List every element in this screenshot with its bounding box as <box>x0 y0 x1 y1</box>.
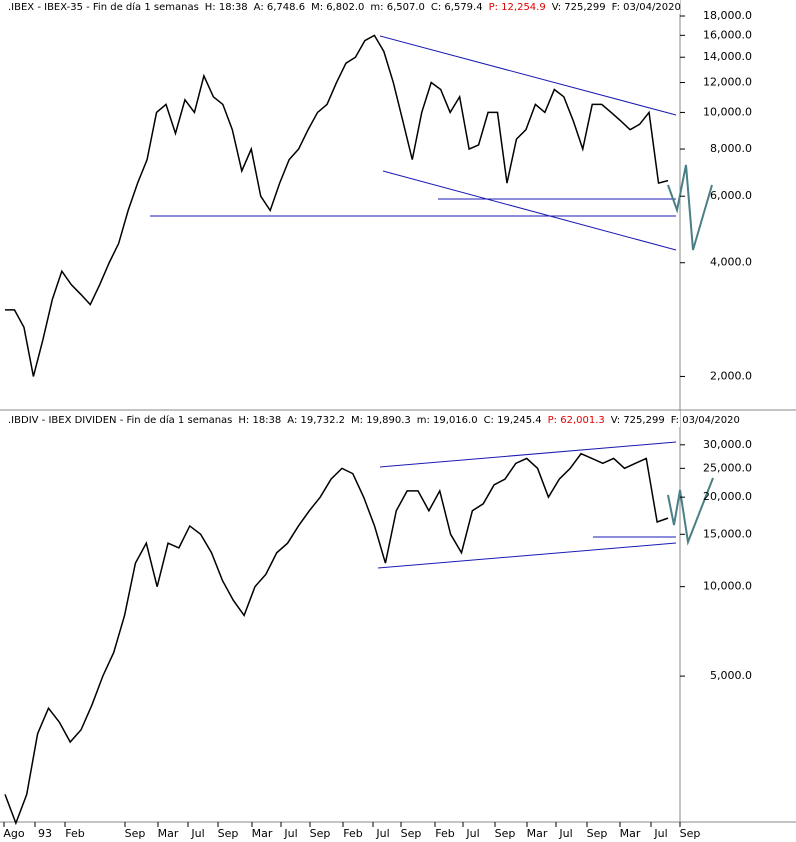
x-tick-label: Sep <box>310 827 331 840</box>
header-item: .IBDIV - IBEX DIVIDEN - Fin de día 1 sem… <box>8 414 232 426</box>
header-item: F: 03/04/2020 <box>612 2 681 13</box>
x-tick-label: Jul <box>190 827 204 840</box>
x-tick-label: Jul <box>375 827 389 840</box>
x-tick-label: Sep <box>401 827 422 840</box>
x-tick-label: 93 <box>38 827 52 840</box>
y-tick-label: 5,000.0 <box>710 669 752 682</box>
x-tick-label: Jul <box>283 827 297 840</box>
trend-line <box>379 35 677 116</box>
y-tick-label: 25,000.0 <box>703 461 752 474</box>
trend-line <box>382 170 677 251</box>
header-item: P: 12,254.9 <box>489 2 546 13</box>
y-tick-label: 8,000.0 <box>710 142 752 155</box>
header-item: C: 19,245.4 <box>484 415 542 426</box>
header-item: P: 62,001.3 <box>548 415 605 426</box>
x-tick-label: Jul <box>653 827 667 840</box>
header-item: H: 18:38 <box>205 2 248 13</box>
x-tick-label: Mar <box>252 827 273 840</box>
x-tick-label: Sep <box>495 827 516 840</box>
header-item: M: 6,802.0 <box>311 2 364 13</box>
x-tick-label: Mar <box>620 827 641 840</box>
y-tick-label: 4,000.0 <box>710 256 752 269</box>
header-item: m: 6,507.0 <box>370 2 424 13</box>
y-tick-label: 20,000.0 <box>703 490 752 503</box>
header-item: A: 6,748.6 <box>254 2 305 13</box>
header-item: F: 03/04/2020 <box>671 415 740 426</box>
y-tick-label: 6,000.0 <box>710 189 752 202</box>
x-tick-label: Sep <box>587 827 608 840</box>
x-tick-label: Mar <box>527 827 548 840</box>
header-item: m: 19,016.0 <box>417 415 478 426</box>
y-tick-label: 15,000.0 <box>703 527 752 540</box>
y-tick-label: 30,000.0 <box>703 438 752 451</box>
y-tick-label: 10,000.0 <box>703 105 752 118</box>
header-item: V: 725,299 <box>611 415 665 426</box>
x-tick-label: Jul <box>558 827 572 840</box>
header-item: H: 18:38 <box>238 415 281 426</box>
header-bg <box>0 0 680 14</box>
x-tick-label: Mar <box>158 827 179 840</box>
header-bg <box>0 411 680 427</box>
header-item: A: 19,732.2 <box>287 415 345 426</box>
header-item: C: 6,579.4 <box>431 2 483 13</box>
projection-arrows <box>667 164 714 546</box>
header: .IBDIV - IBEX DIVIDEN - Fin de día 1 sem… <box>8 414 740 426</box>
header-item: .IBEX - IBEX-35 - Fin de día 1 semanas <box>8 1 199 13</box>
x-tick-label: Sep <box>680 827 701 840</box>
x-tick-label: Sep <box>125 827 146 840</box>
x-tick-label: Ago <box>3 827 25 840</box>
trend-line <box>379 441 677 468</box>
x-tick-label: Sep <box>218 827 239 840</box>
y-tick-label: 14,000.0 <box>703 50 752 63</box>
price-line <box>4 452 669 826</box>
projection <box>667 164 713 251</box>
header: .IBEX - IBEX-35 - Fin de día 1 semanas H:… <box>8 1 681 13</box>
projection <box>667 477 714 546</box>
price-line <box>5 34 669 377</box>
y-tick-label: 18,000.0 <box>703 9 752 22</box>
x-tick-label: Feb <box>65 827 84 840</box>
y-tick-label: 12,000.0 <box>703 76 752 89</box>
x-tick-label: Feb <box>435 827 454 840</box>
y-tick-label: 16,000.0 <box>703 28 752 41</box>
y-tick-label: 2,000.0 <box>710 369 752 382</box>
trend-line <box>377 542 677 569</box>
x-tick-label: Jul <box>465 827 479 840</box>
x-tick-label: Feb <box>343 827 362 840</box>
header-item: V: 725,299 <box>552 2 606 13</box>
trend-lines <box>150 35 677 569</box>
y-tick-label: 10,000.0 <box>703 580 752 593</box>
header-item: M: 19,890.3 <box>351 415 411 426</box>
